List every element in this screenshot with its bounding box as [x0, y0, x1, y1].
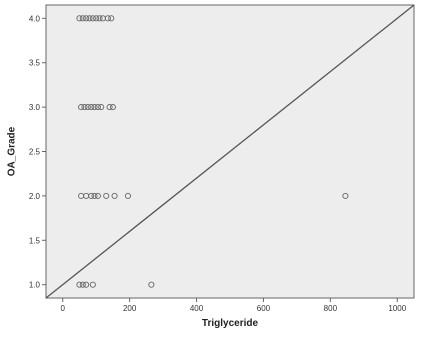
data-point [93, 15, 100, 22]
x-axis-title: Triglyceride [202, 318, 259, 329]
data-point [109, 104, 116, 111]
data-point [88, 192, 95, 199]
y-tick-label: 4.0 [29, 14, 41, 23]
data-point [124, 192, 132, 199]
data-point [89, 281, 96, 288]
data-point [106, 104, 113, 111]
y-tick-label: 2.5 [29, 148, 41, 157]
x-tick-label: 0 [61, 304, 66, 313]
data-point [98, 104, 105, 111]
y-tick-label: 2.0 [29, 192, 41, 201]
y-axis-title: OA_Grade [7, 126, 18, 176]
x-tick-label: 800 [324, 304, 338, 313]
data-point [79, 281, 86, 288]
reference-line [45, 4, 415, 299]
data-point [148, 281, 155, 288]
data-point [342, 192, 349, 199]
data-point [83, 15, 90, 22]
x-tick-label: 600 [257, 304, 271, 313]
data-point [91, 104, 98, 111]
data-point [86, 15, 93, 22]
data-point [89, 15, 96, 22]
data-point [103, 192, 110, 199]
data-point [84, 104, 91, 111]
x-tick-label: 400 [190, 304, 204, 313]
x-tick-label: 200 [123, 304, 137, 313]
data-point [108, 15, 115, 22]
data-point [76, 281, 83, 288]
y-tick-label: 1.5 [29, 236, 41, 245]
x-tick-label: 1000 [388, 304, 406, 313]
data-point [76, 15, 83, 22]
y-tick-label: 3.0 [29, 103, 41, 112]
data-point [79, 15, 86, 22]
data-point [81, 104, 88, 111]
y-tick-label: 1.0 [29, 281, 41, 290]
data-point [78, 104, 85, 111]
data-point [96, 15, 103, 22]
data-point [91, 192, 98, 199]
data-point [88, 104, 95, 111]
data-point [104, 15, 111, 22]
y-tick-label: 3.5 [29, 59, 41, 68]
data-point [83, 281, 90, 288]
data-point [111, 192, 118, 199]
data-point [94, 104, 101, 111]
data-point [94, 192, 101, 199]
